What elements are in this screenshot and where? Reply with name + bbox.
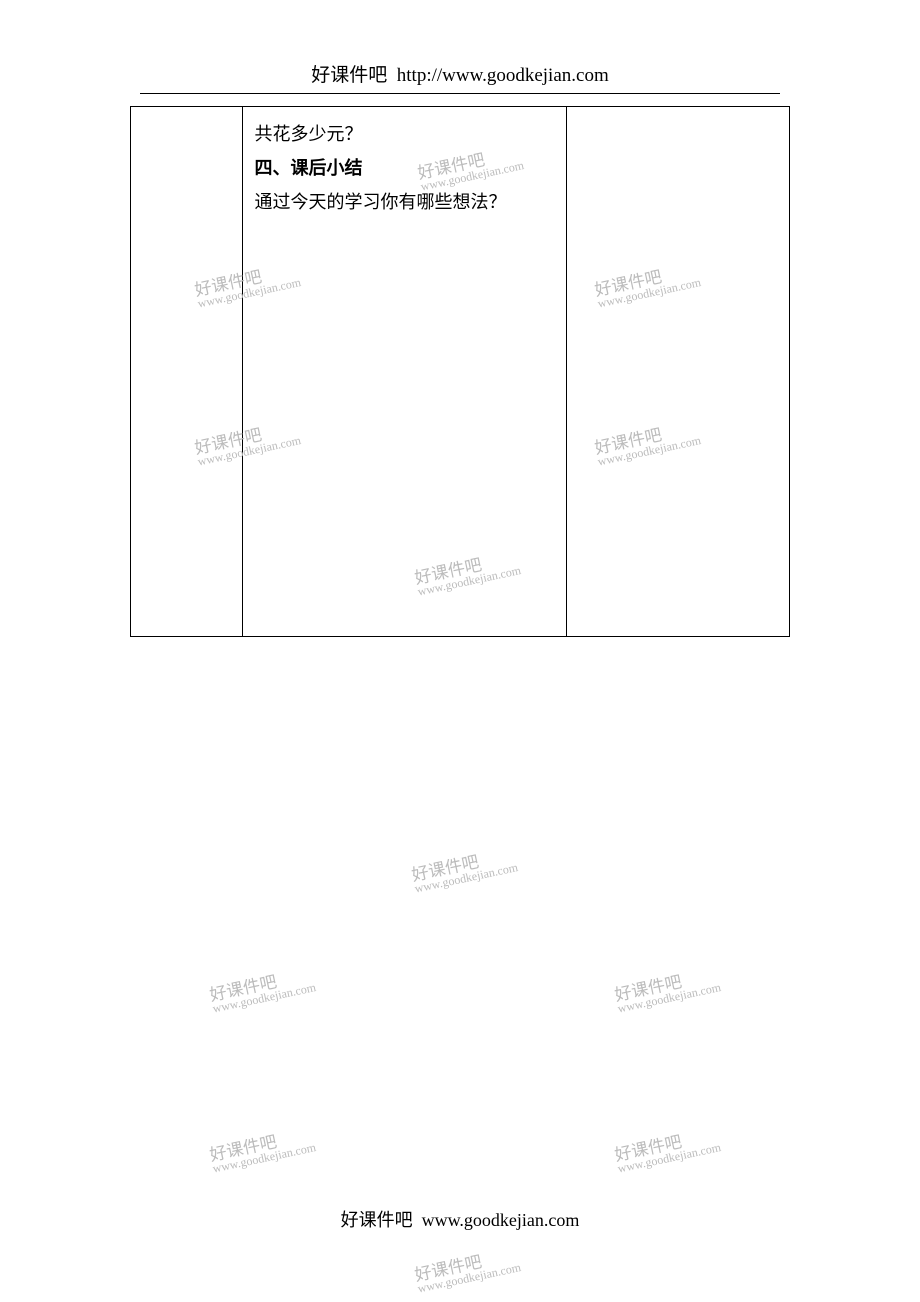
table-row: 共花多少元？ 四、课后小结 通过今天的学习你有哪些想法？ [131,107,790,637]
lesson-line-1: 共花多少元？ [255,117,554,151]
lesson-table: 共花多少元？ 四、课后小结 通过今天的学习你有哪些想法？ [130,106,790,637]
lesson-line-3: 通过今天的学习你有哪些想法？ [255,185,554,219]
header-site-url: http://www.goodkejian.com [397,65,609,86]
lesson-section-heading: 四、课后小结 [255,151,554,185]
table-container: 共花多少元？ 四、课后小结 通过今天的学习你有哪些想法？ [130,106,790,646]
table-cell-middle: 共花多少元？ 四、课后小结 通过今天的学习你有哪些想法？ [242,107,566,637]
table-cell-right [566,107,789,637]
header-site-name: 好课件吧 [311,65,387,86]
document-page: 好课件吧 http://www.goodkejian.com 共花多少元？ 四、… [0,0,920,1302]
table-cell-left [131,107,243,637]
page-footer: 好课件吧 www.goodkejian.com [0,1206,920,1232]
page-header: 好课件吧 http://www.goodkejian.com [140,60,780,94]
footer-site-name: 好课件吧 [341,1210,413,1230]
footer-site-url: www.goodkejian.com [422,1210,580,1230]
